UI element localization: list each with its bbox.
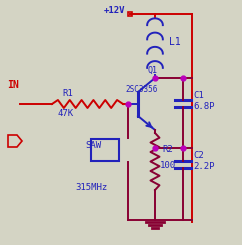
Text: 47K: 47K <box>58 109 74 118</box>
Bar <box>91 139 119 161</box>
Text: Q1: Q1 <box>148 66 158 75</box>
Text: 100: 100 <box>160 161 176 170</box>
Bar <box>128 12 132 16</box>
Text: +12V: +12V <box>104 6 126 15</box>
Text: IN: IN <box>7 80 19 90</box>
Text: 2.2P: 2.2P <box>193 162 214 171</box>
Text: 2SC3356: 2SC3356 <box>125 85 157 94</box>
Text: L1: L1 <box>169 37 181 47</box>
Text: 6.8P: 6.8P <box>193 102 214 111</box>
Text: SAW: SAW <box>85 141 101 150</box>
Text: C1: C1 <box>193 91 204 100</box>
Text: R2: R2 <box>162 145 173 154</box>
Text: 315MHz: 315MHz <box>75 183 107 192</box>
Text: R1: R1 <box>62 89 73 98</box>
Text: C2: C2 <box>193 151 204 160</box>
